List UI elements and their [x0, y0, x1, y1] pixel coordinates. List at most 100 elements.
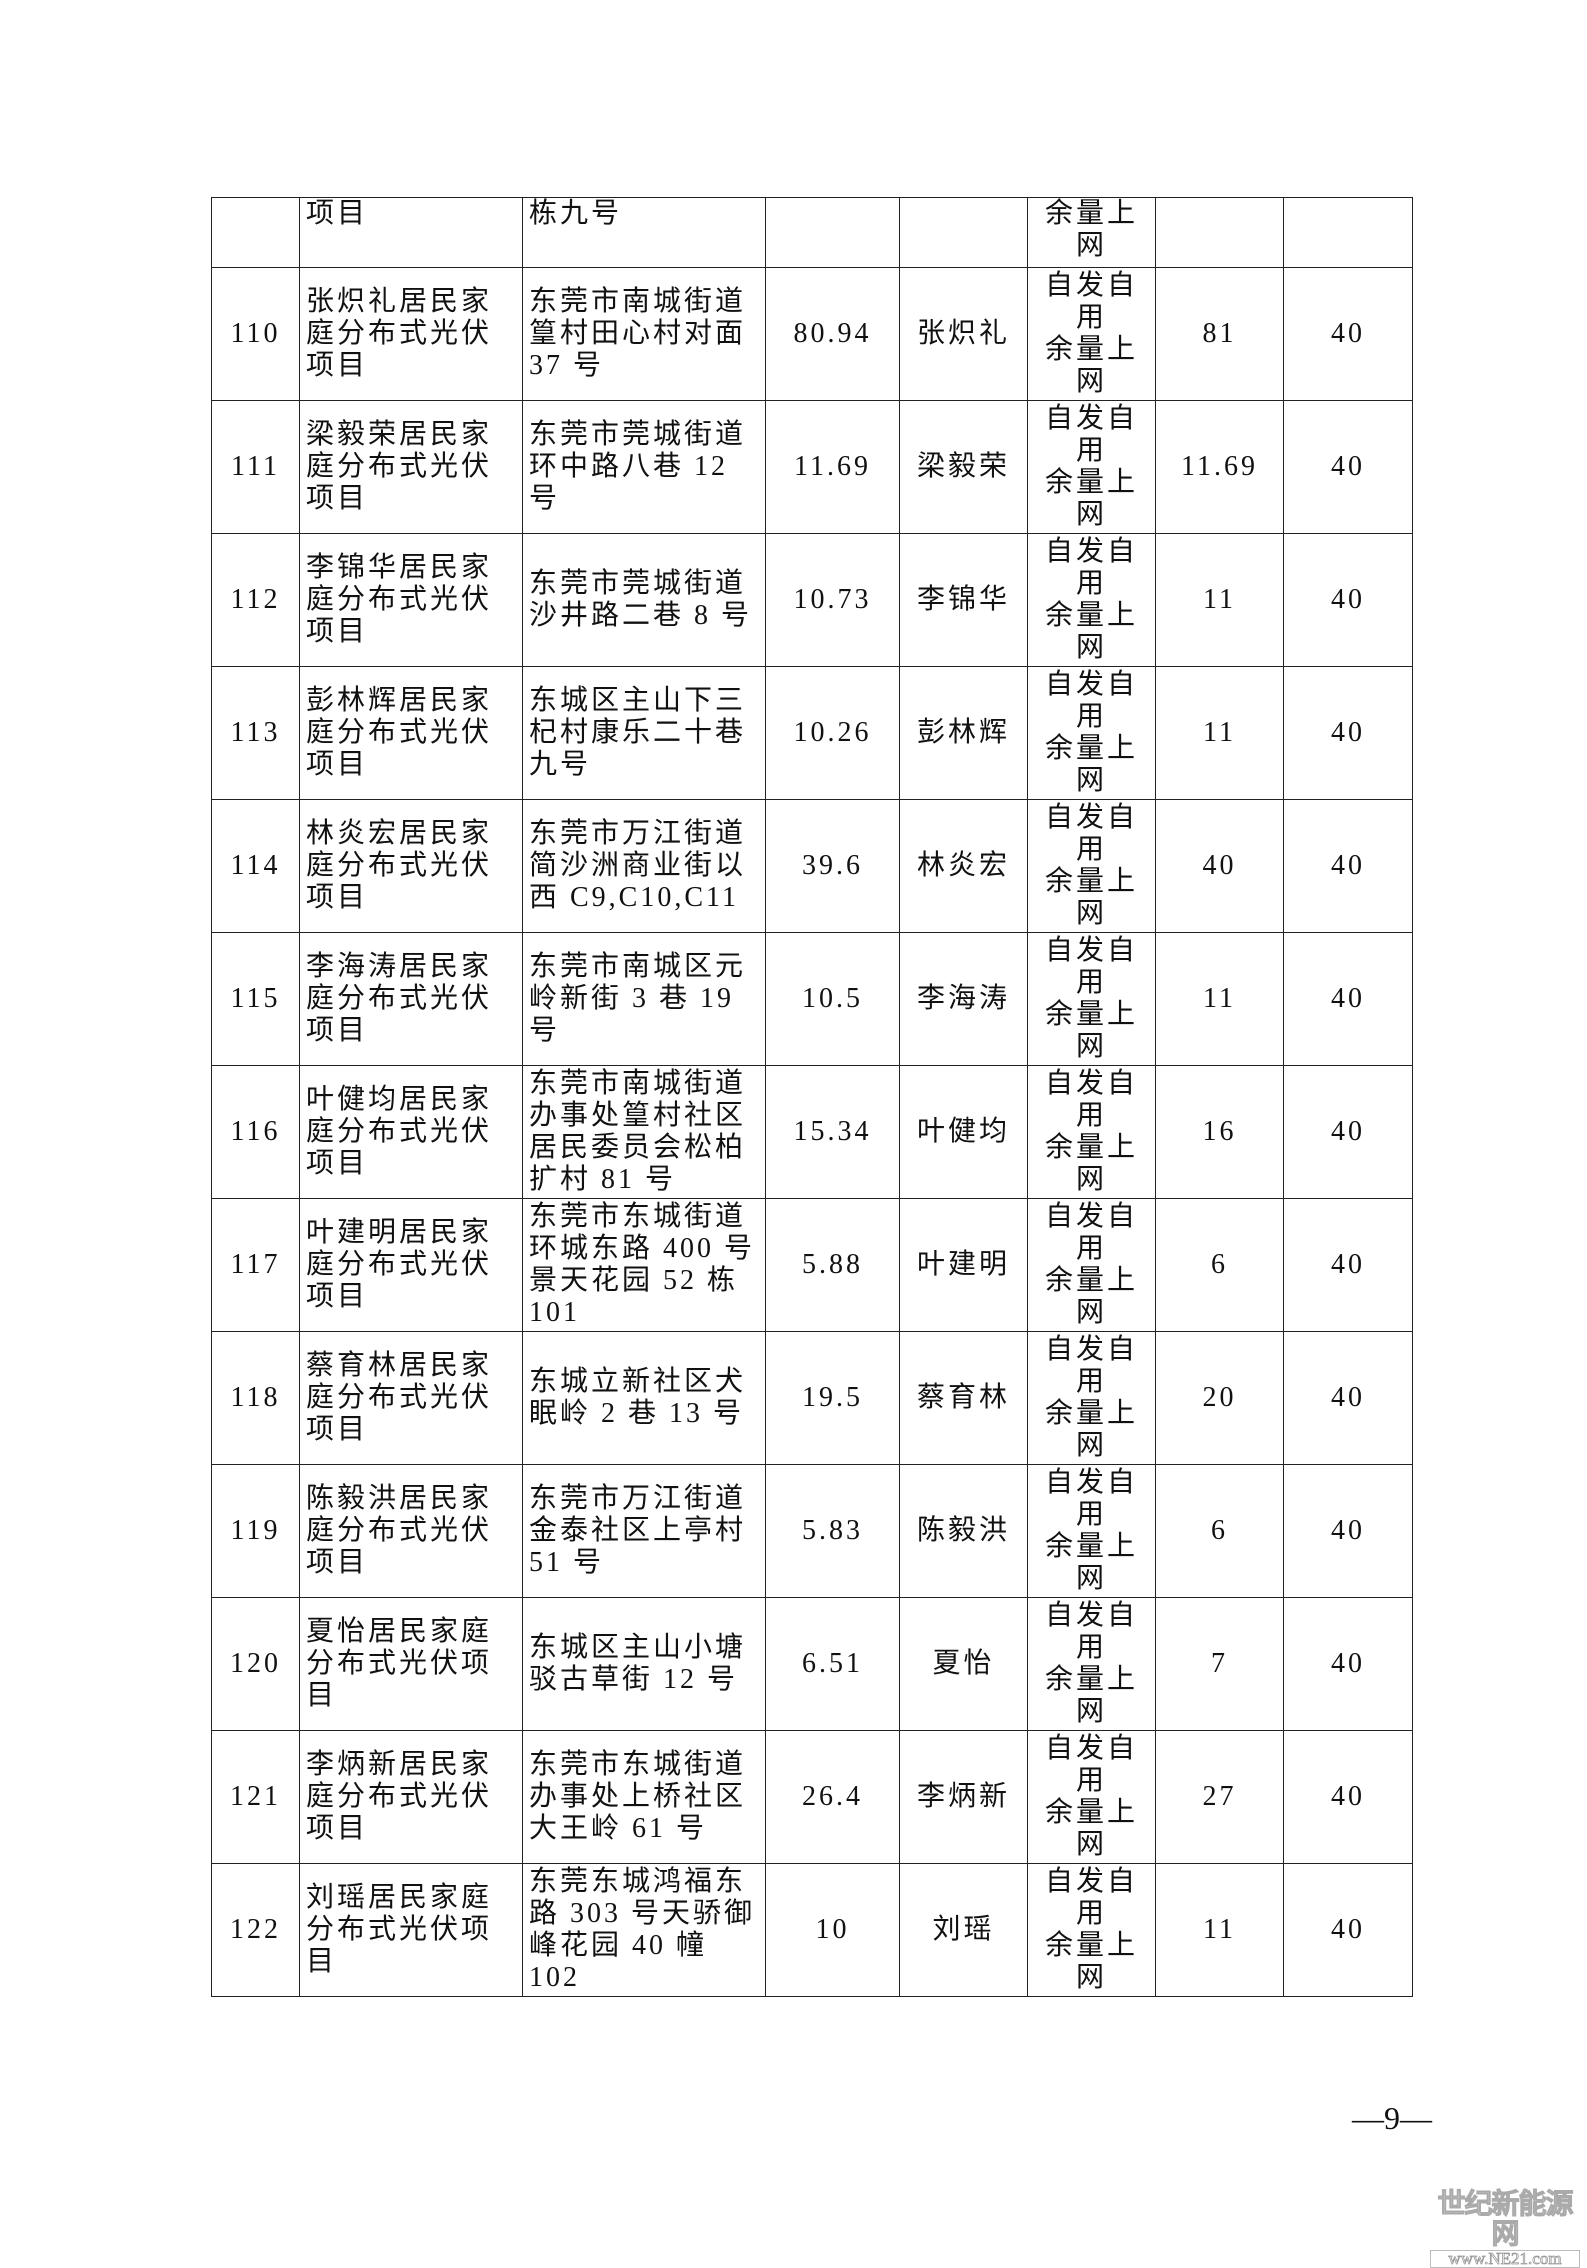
cell-mode: 自发自 用 余量上 网 — [1027, 1863, 1156, 1997]
cell-address: 东莞市东城街道 办事处上桥社区 大王岭 61 号 — [522, 1730, 766, 1864]
cell-capacity: 5.83 — [765, 1464, 900, 1598]
cell-owner: 刘瑶 — [899, 1863, 1028, 1997]
table-row: 项目 栋九号 余量上 网 — [211, 197, 1413, 268]
cell-address: 东莞市莞城街道 沙井路二巷 8 号 — [522, 533, 766, 667]
cell-no: 112 — [211, 533, 300, 667]
cell-project: 叶健均居民家 庭分布式光伏 项目 — [299, 1065, 523, 1199]
cell-owner: 夏怡 — [899, 1597, 1028, 1731]
cell-no: 120 — [211, 1597, 300, 1731]
cell-mode: 自发自 用 余量上 网 — [1027, 400, 1156, 534]
table-row: 118 蔡育林居民家 庭分布式光伏 项目 东城立新社区犬 眠岭 2 巷 13 号 19… — [211, 1331, 1413, 1465]
cell-owner: 叶建明 — [899, 1198, 1028, 1332]
cell-owner: 林炎宏 — [899, 799, 1028, 933]
cell-years: 40 — [1283, 1597, 1413, 1731]
cell-address: 东莞市南城区元 岭新街 3 巷 19 号 — [522, 932, 766, 1066]
cell-capacity: 10.26 — [765, 666, 900, 800]
cell-project: 李锦华居民家 庭分布式光伏 项目 — [299, 533, 523, 667]
cell-no: 116 — [211, 1065, 300, 1199]
cell-mode: 自发自 用 余量上 网 — [1027, 1198, 1156, 1332]
cell-years: 40 — [1283, 267, 1413, 401]
cell-scale: 11 — [1155, 1863, 1284, 1997]
table-row: 113 彭林辉居民家 庭分布式光伏 项目 东城区主山下三 杞村康乐二十巷 九号 10.… — [211, 666, 1413, 800]
cell-scale: 20 — [1155, 1331, 1284, 1465]
cell-no — [211, 197, 300, 268]
cell-scale: 7 — [1155, 1597, 1284, 1731]
cell-project: 李海涛居民家 庭分布式光伏 项目 — [299, 932, 523, 1066]
cell-scale: 11 — [1155, 932, 1284, 1066]
cell-capacity: 39.6 — [765, 799, 900, 933]
cell-capacity: 10.5 — [765, 932, 900, 1066]
cell-years: 40 — [1283, 1863, 1413, 1997]
cell-mode: 自发自 用 余量上 网 — [1027, 1597, 1156, 1731]
project-table: 项目 栋九号 余量上 网 110 张炽礼居民家 庭分布式光伏 项目 东莞市南城街道 篁村田… — [211, 197, 1413, 1997]
cell-years — [1283, 197, 1413, 268]
cell-address: 东莞市南城街道 篁村田心村对面 37 号 — [522, 267, 766, 401]
cell-capacity: 26.4 — [765, 1730, 900, 1864]
cell-capacity: 5.88 — [765, 1198, 900, 1332]
cell-years: 40 — [1283, 1464, 1413, 1598]
cell-address: 东莞市东城街道 环城东路 400 号 景天花园 52 栋 101 — [522, 1198, 766, 1332]
cell-years: 40 — [1283, 400, 1413, 534]
table-row: 112 李锦华居民家 庭分布式光伏 项目 东莞市莞城街道 沙井路二巷 8 号 10.7… — [211, 533, 1413, 667]
cell-owner: 李锦华 — [899, 533, 1028, 667]
cell-address: 东莞市南城街道 办事处篁村社区 居民委员会松柏 扩村 81 号 — [522, 1065, 766, 1199]
cell-mode: 自发自 用 余量上 网 — [1027, 799, 1156, 933]
cell-no: 121 — [211, 1730, 300, 1864]
cell-owner: 叶健均 — [899, 1065, 1028, 1199]
cell-owner: 蔡育林 — [899, 1331, 1028, 1465]
cell-capacity: 19.5 — [765, 1331, 900, 1465]
cell-capacity: 10.73 — [765, 533, 900, 667]
cell-scale: 27 — [1155, 1730, 1284, 1864]
cell-years: 40 — [1283, 1730, 1413, 1864]
cell-owner: 陈毅洪 — [899, 1464, 1028, 1598]
cell-project: 张炽礼居民家 庭分布式光伏 项目 — [299, 267, 523, 401]
cell-mode: 自发自 用 余量上 网 — [1027, 1464, 1156, 1598]
cell-address: 东城立新社区犬 眠岭 2 巷 13 号 — [522, 1331, 766, 1465]
cell-years: 40 — [1283, 533, 1413, 667]
cell-years: 40 — [1283, 1198, 1413, 1332]
cell-address: 东莞市万江街道 简沙洲商业街以 西 C9,C10,C11 — [522, 799, 766, 933]
cell-no: 113 — [211, 666, 300, 800]
cell-years: 40 — [1283, 1331, 1413, 1465]
cell-capacity — [765, 197, 900, 268]
table-row: 120 夏怡居民家庭 分布式光伏项 目东城区主山小塘 驳古草街 12 号 6.51 夏… — [211, 1597, 1413, 1731]
table-row: 122 刘瑶居民家庭 分布式光伏项 目东莞东城鸿福东 路 303 号天骄御 峰花园… — [211, 1863, 1413, 1997]
cell-project: 彭林辉居民家 庭分布式光伏 项目 — [299, 666, 523, 800]
cell-scale: 11 — [1155, 533, 1284, 667]
cell-address: 东莞东城鸿福东 路 303 号天骄御 峰花园 40 幢 102 — [522, 1863, 766, 1997]
cell-scale: 81 — [1155, 267, 1284, 401]
cell-no: 115 — [211, 932, 300, 1066]
cell-project: 项目 — [299, 197, 523, 268]
cell-scale: 11 — [1155, 666, 1284, 800]
table-row: 121 李炳新居民家 庭分布式光伏 项目 东莞市东城街道 办事处上桥社区 大王岭 6… — [211, 1730, 1413, 1864]
cell-address: 东城区主山下三 杞村康乐二十巷 九号 — [522, 666, 766, 800]
page-number: —9— — [1352, 2100, 1432, 2136]
cell-mode: 自发自 用 余量上 网 — [1027, 666, 1156, 800]
cell-capacity: 80.94 — [765, 267, 900, 401]
cell-mode: 自发自 用 余量上 网 — [1027, 932, 1156, 1066]
cell-capacity: 10 — [765, 1863, 900, 1997]
cell-mode: 自发自 用 余量上 网 — [1027, 267, 1156, 401]
cell-scale: 6 — [1155, 1198, 1284, 1332]
cell-no: 119 — [211, 1464, 300, 1598]
cell-address: 东城区主山小塘 驳古草街 12 号 — [522, 1597, 766, 1731]
cell-address: 栋九号 — [522, 197, 766, 268]
watermark-url: www.NE21.com — [1430, 2250, 1580, 2268]
cell-project: 梁毅荣居民家 庭分布式光伏 项目 — [299, 400, 523, 534]
cell-owner: 梁毅荣 — [899, 400, 1028, 534]
cell-project: 夏怡居民家庭 分布式光伏项 目 — [299, 1597, 523, 1731]
cell-scale: 11.69 — [1155, 400, 1284, 534]
cell-project: 刘瑶居民家庭 分布式光伏项 目 — [299, 1863, 523, 1997]
cell-years: 40 — [1283, 932, 1413, 1066]
table-row: 117 叶建明居民家 庭分布式光伏 项目 东莞市东城街道 环城东路 400 号 景天… — [211, 1198, 1413, 1332]
cell-years: 40 — [1283, 666, 1413, 800]
table-row: 111 梁毅荣居民家 庭分布式光伏 项目 东莞市莞城街道 环中路八巷 12 号 11.… — [211, 400, 1413, 534]
cell-no: 118 — [211, 1331, 300, 1465]
cell-years: 40 — [1283, 1065, 1413, 1199]
watermark-text: 世纪新能源网 — [1437, 2189, 1574, 2250]
cell-mode: 余量上 网 — [1027, 197, 1156, 268]
cell-no: 110 — [211, 267, 300, 401]
